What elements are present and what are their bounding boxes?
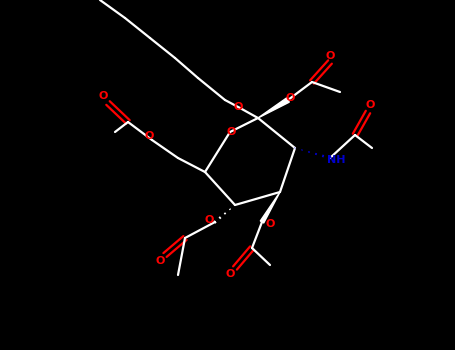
- Text: O: O: [226, 127, 236, 137]
- Text: O: O: [225, 269, 235, 279]
- Text: O: O: [233, 102, 243, 112]
- Text: O: O: [204, 215, 214, 225]
- Text: O: O: [365, 100, 374, 110]
- Text: O: O: [144, 131, 154, 141]
- Polygon shape: [258, 98, 289, 118]
- Text: O: O: [265, 219, 275, 229]
- Text: O: O: [285, 93, 295, 103]
- Text: NH: NH: [327, 155, 345, 165]
- Polygon shape: [260, 192, 280, 223]
- Text: O: O: [98, 91, 108, 101]
- Text: O: O: [155, 256, 165, 266]
- Text: O: O: [325, 51, 335, 61]
